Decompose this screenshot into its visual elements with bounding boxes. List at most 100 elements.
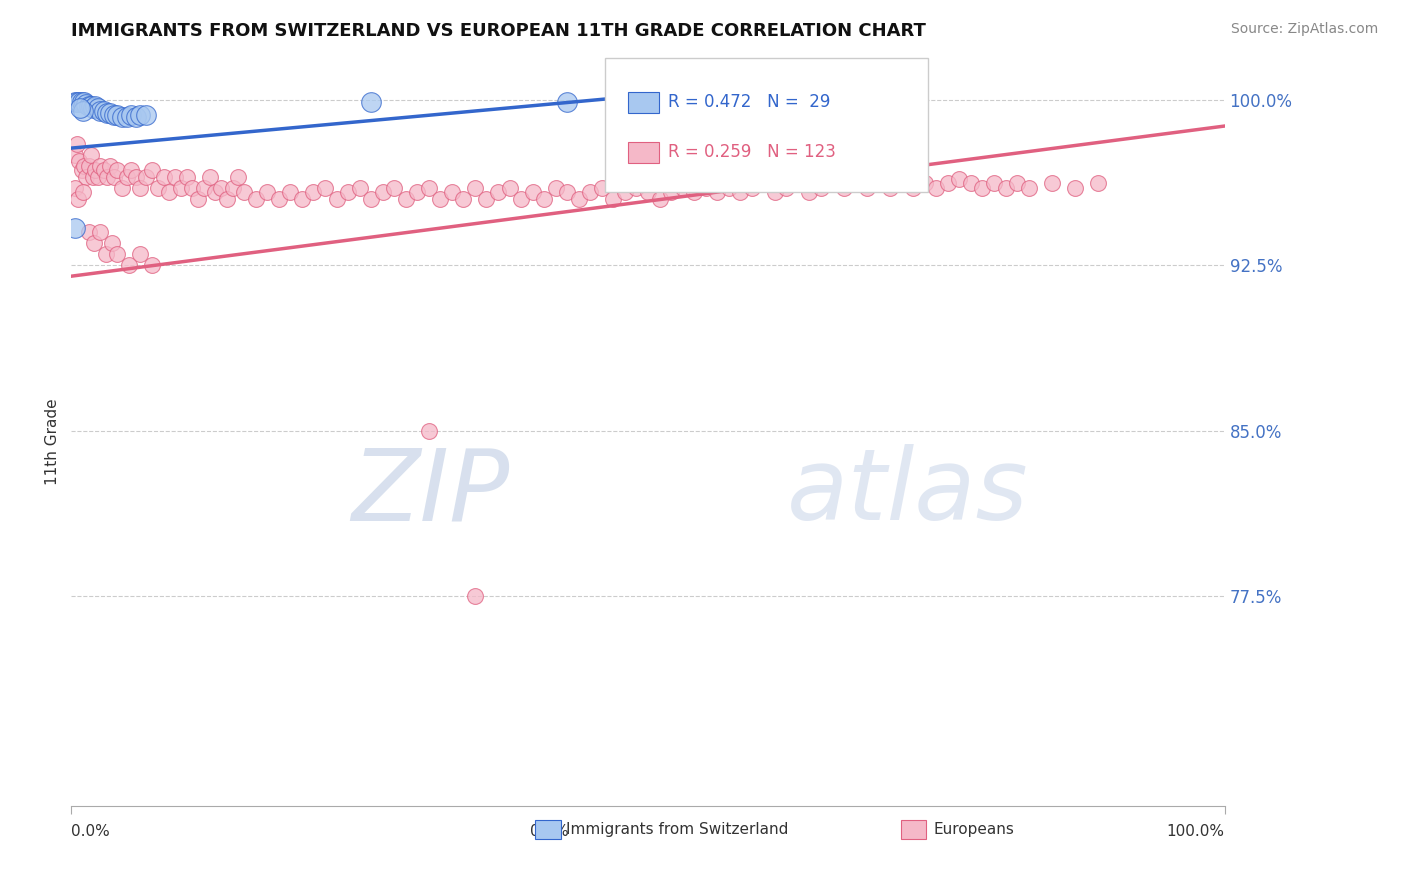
Point	[671, 181, 693, 195]
Point	[96, 169, 118, 184]
Point	[103, 108, 125, 122]
Point	[89, 225, 111, 239]
Point	[787, 177, 810, 191]
Point	[706, 186, 728, 200]
Point	[111, 110, 134, 124]
Point	[1063, 181, 1085, 195]
Text: R = 0.472   N =  29: R = 0.472 N = 29	[668, 94, 830, 112]
Point	[80, 99, 103, 113]
Point	[87, 101, 110, 115]
Point	[73, 159, 96, 173]
Point	[832, 181, 855, 195]
Point	[66, 136, 89, 151]
Point	[925, 181, 948, 195]
Point	[821, 177, 844, 191]
Point	[868, 177, 890, 191]
Point	[1087, 177, 1109, 191]
Point	[152, 169, 174, 184]
Point	[360, 192, 382, 206]
Point	[75, 169, 97, 184]
Point	[637, 95, 659, 109]
Text: Source: ZipAtlas.com: Source: ZipAtlas.com	[1230, 22, 1378, 37]
Y-axis label: 11th Grade: 11th Grade	[45, 399, 60, 485]
Point	[903, 181, 925, 195]
Point	[111, 181, 134, 195]
Point	[87, 169, 110, 184]
Point	[510, 192, 533, 206]
Point	[165, 169, 187, 184]
Point	[948, 172, 970, 186]
Point	[845, 177, 868, 191]
Point	[325, 192, 347, 206]
Point	[775, 181, 797, 195]
Point	[84, 163, 107, 178]
Point	[763, 186, 786, 200]
Point	[125, 169, 148, 184]
Point	[80, 147, 103, 161]
Point	[856, 181, 879, 195]
Point	[73, 95, 96, 109]
Point	[89, 159, 111, 173]
Text: atlas: atlas	[786, 444, 1028, 541]
Point	[613, 186, 636, 200]
Point	[77, 99, 100, 113]
Point	[914, 177, 936, 191]
Point	[637, 186, 659, 200]
Point	[82, 169, 104, 184]
Point	[302, 186, 325, 200]
Point	[176, 169, 198, 184]
Point	[157, 186, 180, 200]
Point	[752, 177, 775, 191]
Point	[602, 192, 624, 206]
Point	[453, 192, 475, 206]
Point	[66, 95, 89, 109]
Point	[349, 181, 371, 195]
Point	[129, 108, 152, 122]
Point	[105, 247, 128, 261]
Point	[418, 424, 440, 438]
Point	[591, 181, 613, 195]
Point	[67, 95, 90, 109]
Point	[141, 258, 163, 272]
Point	[544, 181, 567, 195]
Point	[429, 192, 451, 206]
Point	[314, 181, 336, 195]
Point	[972, 181, 994, 195]
Point	[406, 186, 429, 200]
Point	[67, 154, 90, 169]
Point	[568, 192, 591, 206]
Point	[135, 108, 157, 122]
Point	[464, 181, 486, 195]
Point	[522, 186, 544, 200]
Point	[103, 169, 125, 184]
Text: 100.0%: 100.0%	[1167, 824, 1225, 839]
Text: R = 0.259   N = 123: R = 0.259 N = 123	[668, 144, 835, 161]
Point	[63, 147, 86, 161]
Point	[464, 590, 486, 604]
Point	[215, 192, 238, 206]
Point	[100, 159, 122, 173]
Point	[626, 181, 648, 195]
Point	[129, 181, 152, 195]
Point	[96, 105, 118, 120]
Point	[105, 163, 128, 178]
Point	[440, 186, 463, 200]
Point	[100, 236, 122, 251]
Point	[683, 186, 706, 200]
Point	[83, 236, 105, 251]
Point	[291, 192, 314, 206]
Point	[659, 186, 682, 200]
Point	[418, 181, 440, 195]
Point	[93, 103, 115, 118]
Point	[695, 181, 717, 195]
Point	[187, 192, 209, 206]
Point	[983, 177, 1005, 191]
Point	[890, 177, 912, 191]
Point	[994, 181, 1017, 195]
Text: IMMIGRANTS FROM SWITZERLAND VS EUROPEAN 11TH GRADE CORRELATION CHART: IMMIGRANTS FROM SWITZERLAND VS EUROPEAN …	[72, 22, 927, 40]
Point	[337, 186, 360, 200]
Point	[395, 192, 418, 206]
Point	[115, 169, 138, 184]
Text: Immigrants from Switzerland: Immigrants from Switzerland	[567, 822, 789, 837]
Point	[105, 108, 128, 122]
